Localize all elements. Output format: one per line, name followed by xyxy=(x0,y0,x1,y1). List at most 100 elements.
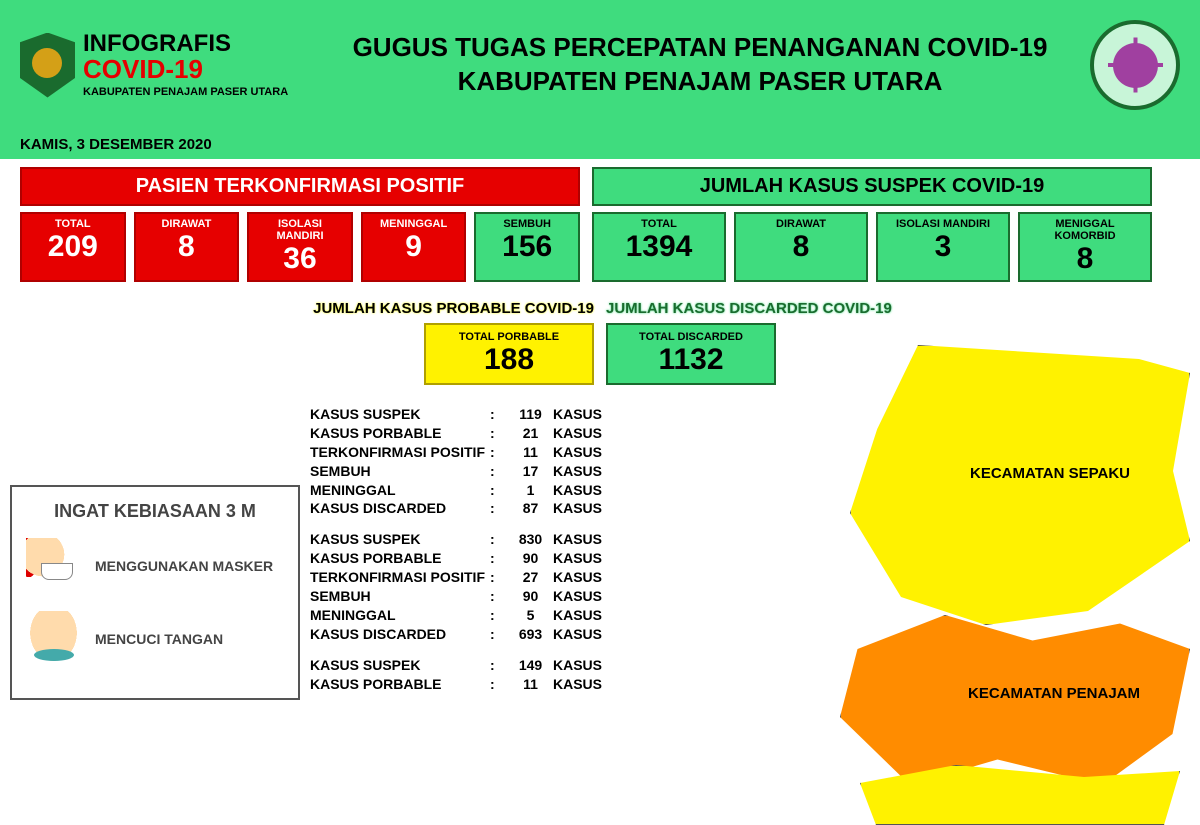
data-line: KASUS SUSPEK : 149 KASUS xyxy=(310,656,750,675)
data-unit: KASUS xyxy=(553,549,602,568)
date-row: KAMIS, 3 DESEMBER 2020 xyxy=(0,130,1200,159)
data-value: 21 xyxy=(508,424,553,443)
infografis-label: INFOGRAFIS xyxy=(83,32,288,56)
logo-text: INFOGRAFIS COVID-19 KABUPATEN PENAJAM PA… xyxy=(83,32,288,98)
gugus-tugas-logo xyxy=(1090,20,1180,110)
data-value: 90 xyxy=(508,587,553,606)
data-unit: KASUS xyxy=(553,675,602,694)
reminder-item: MENCUCI TANGAN xyxy=(26,611,284,666)
suspect-stats: TOTAL 1394 DIRAWAT 8 ISOLASI MANDIRI 3 M… xyxy=(592,212,1152,282)
data-label: KASUS SUSPEK xyxy=(310,530,490,549)
covid-label: COVID-19 xyxy=(83,56,288,82)
top-panels: PASIEN TERKONFIRMASI POSITIF TOTAL 209 D… xyxy=(0,159,1200,290)
data-value: 149 xyxy=(508,656,553,675)
data-unit: KASUS xyxy=(553,606,602,625)
data-block: KASUS SUSPEK : 119 KASUS KASUS PORBABLE … xyxy=(310,405,750,518)
data-unit: KASUS xyxy=(553,405,602,424)
stat-label: MENINGGAL xyxy=(367,218,461,230)
data-label: KASUS SUSPEK xyxy=(310,405,490,424)
header-subtitle: KABUPATEN PENAJAM PASER UTARA xyxy=(83,86,288,98)
discarded-box-label: TOTAL DISCARDED xyxy=(614,331,768,343)
stat-box: TOTAL 1394 xyxy=(592,212,726,282)
region-data-column: KASUS SUSPEK : 119 KASUS KASUS PORBABLE … xyxy=(300,405,760,805)
header: INFOGRAFIS COVID-19 KABUPATEN PENAJAM PA… xyxy=(0,0,1200,130)
data-value: 5 xyxy=(508,606,553,625)
data-unit: KASUS xyxy=(553,499,602,518)
region-bottom xyxy=(860,765,1180,825)
penajam-label: KECAMATAN PENAJAM xyxy=(968,685,1140,702)
virus-icon xyxy=(1113,43,1158,88)
reminder-box: INGAT KEBIASAAN 3 M MENGGUNAKAN MASKER M… xyxy=(10,485,300,700)
data-line: MENINGGAL : 1 KASUS xyxy=(310,481,750,500)
region-sepaku xyxy=(850,345,1190,625)
data-unit: KASUS xyxy=(553,530,602,549)
stat-label: TOTAL xyxy=(598,218,720,230)
data-label: TERKONFIRMASI POSITIF xyxy=(310,443,490,462)
data-value: 11 xyxy=(508,675,553,694)
stat-box: ISOLASI MANDIRI 3 xyxy=(876,212,1010,282)
data-label: TERKONFIRMASI POSITIF xyxy=(310,568,490,587)
data-label: KASUS DISCARDED xyxy=(310,625,490,644)
data-unit: KASUS xyxy=(553,424,602,443)
data-unit: KASUS xyxy=(553,625,602,644)
stat-value: 9 xyxy=(367,230,461,264)
data-unit: KASUS xyxy=(553,462,602,481)
stat-value: 3 xyxy=(882,230,1004,264)
stat-value: 8 xyxy=(140,230,234,264)
data-line: KASUS SUSPEK : 119 KASUS xyxy=(310,405,750,424)
probable-box-label: TOTAL PORBABLE xyxy=(432,331,586,343)
stat-box: TOTAL 209 xyxy=(20,212,126,282)
stat-value: 156 xyxy=(480,230,574,264)
data-line: KASUS PORBABLE : 90 KASUS xyxy=(310,549,750,568)
stat-label: DIRAWAT xyxy=(140,218,234,230)
title-line2: KABUPATEN PENAJAM PASER UTARA xyxy=(310,65,1090,99)
suspect-title: JUMLAH KASUS SUSPEK COVID-19 xyxy=(592,167,1152,206)
reminder-item: MENGGUNAKAN MASKER xyxy=(26,538,284,593)
data-line: KASUS DISCARDED : 693 KASUS xyxy=(310,625,750,644)
shield-icon xyxy=(20,33,75,98)
stat-box: SEMBUH 156 xyxy=(474,212,580,282)
mask-icon xyxy=(26,538,81,593)
logo-left: INFOGRAFIS COVID-19 KABUPATEN PENAJAM PA… xyxy=(20,32,310,98)
probable-block: JUMLAH KASUS PROBABLE COVID-19 TOTAL POR… xyxy=(20,300,594,385)
reminder-label: MENGGUNAKAN MASKER xyxy=(95,558,273,574)
suspect-panel: JUMLAH KASUS SUSPEK COVID-19 TOTAL 1394 … xyxy=(592,167,1152,282)
probable-title: JUMLAH KASUS PROBABLE COVID-19 xyxy=(20,300,594,317)
data-unit: KASUS xyxy=(553,656,602,675)
data-value: 90 xyxy=(508,549,553,568)
data-unit: KASUS xyxy=(553,481,602,500)
reminder-label: MENCUCI TANGAN xyxy=(95,631,223,647)
stat-box: MENINGGAL 9 xyxy=(361,212,467,282)
data-label: SEMBUH xyxy=(310,462,490,481)
data-label: KASUS DISCARDED xyxy=(310,499,490,518)
main-title: GUGUS TUGAS PERCEPATAN PENANGANAN COVID-… xyxy=(310,31,1090,99)
stat-box: DIRAWAT 8 xyxy=(134,212,240,282)
stat-box: ISOLASI MANDIRI 36 xyxy=(247,212,353,282)
stat-value: 8 xyxy=(1024,242,1146,276)
data-line: SEMBUH : 17 KASUS xyxy=(310,462,750,481)
stat-value: 36 xyxy=(253,242,347,276)
stat-label: DIRAWAT xyxy=(740,218,862,230)
data-unit: KASUS xyxy=(553,443,602,462)
data-value: 11 xyxy=(508,443,553,462)
stat-label: ISOLASI MANDIRI xyxy=(253,218,347,242)
positive-title: PASIEN TERKONFIRMASI POSITIF xyxy=(20,167,580,206)
stat-label: SEMBUH xyxy=(480,218,574,230)
data-line: SEMBUH : 90 KASUS xyxy=(310,587,750,606)
map-column: KECAMATAN SEPAKU KECAMATAN PENAJAM xyxy=(760,405,1190,805)
stat-value: 209 xyxy=(26,230,120,264)
data-value: 1 xyxy=(508,481,553,500)
wash-icon xyxy=(26,611,81,666)
data-value: 830 xyxy=(508,530,553,549)
bottom-section: INGAT KEBIASAAN 3 M MENGGUNAKAN MASKER M… xyxy=(0,405,1200,805)
data-line: TERKONFIRMASI POSITIF : 11 KASUS xyxy=(310,443,750,462)
data-label: KASUS PORBABLE xyxy=(310,675,490,694)
data-label: SEMBUH xyxy=(310,587,490,606)
stat-label: MENIGGAL KOMORBID xyxy=(1024,218,1146,242)
discarded-value: 1132 xyxy=(614,343,768,377)
stat-value: 1394 xyxy=(598,230,720,264)
data-value: 27 xyxy=(508,568,553,587)
data-value: 87 xyxy=(508,499,553,518)
data-line: KASUS SUSPEK : 830 KASUS xyxy=(310,530,750,549)
positive-panel: PASIEN TERKONFIRMASI POSITIF TOTAL 209 D… xyxy=(20,167,580,282)
